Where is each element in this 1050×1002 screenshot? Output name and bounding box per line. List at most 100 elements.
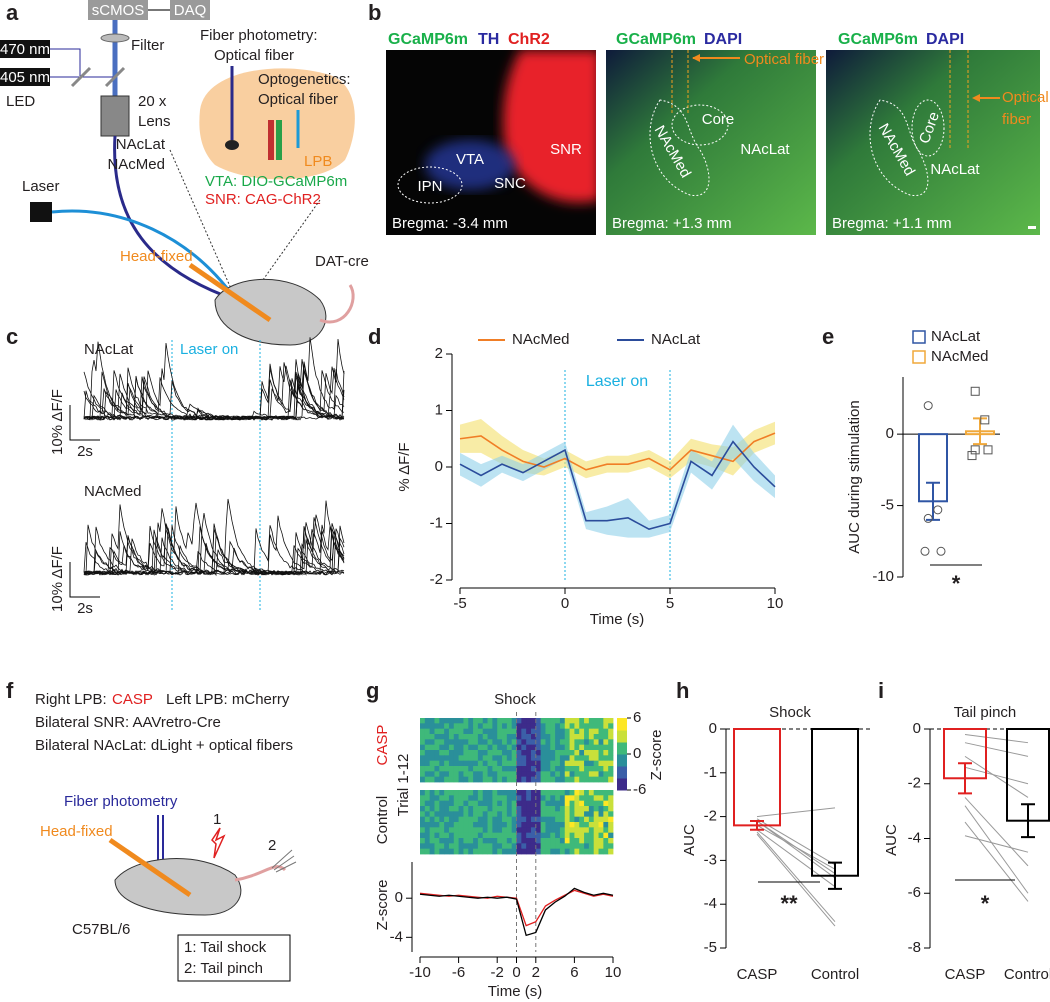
heatmap-cell [535, 811, 542, 818]
heatmap-cell [588, 739, 595, 746]
heatmap-cell [530, 800, 537, 807]
heatmap-cell [487, 800, 493, 807]
pinch-icon [271, 849, 297, 873]
heatmap-cell [482, 832, 488, 839]
label: Lens [138, 113, 171, 130]
heatmap-cell [492, 776, 498, 783]
heatmap-cell [569, 832, 575, 839]
paired-line [964, 835, 1029, 853]
heatmap-cell [540, 760, 546, 767]
heatmap-cell [550, 723, 556, 730]
heatmap-cell [444, 734, 450, 740]
heatmap-cell [482, 776, 488, 783]
heatmap-cell [473, 838, 479, 844]
heatmap-cell [564, 795, 570, 802]
heatmap-cell [526, 848, 532, 855]
heatmap-cell [473, 734, 479, 740]
heatmap-cell [453, 766, 459, 772]
heatmap-cell [550, 750, 556, 756]
heatmap-cell [555, 744, 561, 751]
daq-box [170, 0, 210, 20]
heatmap-cell [526, 771, 532, 778]
heatmap-cell [603, 750, 609, 756]
heatmap-cell [545, 771, 551, 778]
heatmap-cell [492, 771, 498, 778]
heatmap-cell [535, 776, 542, 783]
x-axis-label: Time (s) [488, 983, 542, 1000]
heatmap-cell [477, 723, 484, 730]
heatmap-cell [502, 728, 508, 735]
heatmap-cell [468, 760, 474, 767]
heatmap-cell [482, 790, 488, 796]
heatmap-cell [463, 760, 469, 767]
heatmap-cell [516, 760, 522, 767]
heatmap-cell [574, 744, 580, 751]
heatmap-cell [434, 832, 440, 839]
heatmap-cell [511, 811, 517, 818]
label: NAcMed [107, 156, 165, 173]
heatmap-cell [448, 771, 455, 778]
text: 1: Tail shock [184, 939, 267, 956]
heatmap-cell [579, 750, 585, 756]
heatmap-cell [550, 718, 556, 724]
shock-icon [211, 827, 226, 859]
heatmap-cell [444, 838, 450, 844]
heatmap-cell [420, 822, 426, 828]
heatmap-cell [511, 790, 517, 796]
heatmap-cell [559, 790, 566, 796]
heatmap-cell [521, 800, 527, 807]
heatmap-cell [424, 832, 431, 839]
heatmap-cell [564, 790, 570, 796]
heatmap-cell [506, 760, 513, 767]
heatmap-cell [559, 755, 566, 762]
heatmap-cell [458, 760, 464, 767]
heatmap-cell [448, 718, 455, 724]
panel-label: h [676, 678, 689, 703]
heatmap-cell [420, 755, 426, 762]
heatmap-cell [516, 806, 522, 812]
heatmap-cell [530, 806, 537, 812]
heatmap-cell [492, 728, 498, 735]
label: NAcLat [116, 136, 166, 153]
heatmap-cell [492, 734, 498, 740]
heatmap-cell [453, 744, 459, 751]
heatmap-cell [473, 848, 479, 855]
y-tick-label: -4 [390, 928, 403, 945]
heatmap-cell [502, 811, 508, 818]
chr2 [503, 50, 596, 203]
heatmap-cell [420, 771, 426, 778]
heatmap-cell [497, 718, 503, 724]
heatmap-cell [487, 766, 493, 772]
heatmap-cell [588, 838, 595, 844]
heatmap-cell [502, 827, 508, 834]
heatmap-cell [550, 790, 556, 796]
heatmap-cell [502, 739, 508, 746]
heatmap-cell [502, 806, 508, 812]
heatmap-cell [502, 816, 508, 823]
heatmap-cell [492, 843, 498, 850]
heatmap-cell [434, 811, 440, 818]
heatmap-cell [434, 744, 440, 751]
heatmap-cell [473, 832, 479, 839]
label: Optical fiber [214, 47, 294, 64]
heatmap-cell [559, 811, 566, 818]
heatmap-cell [434, 816, 440, 823]
heatmap-cell [608, 755, 614, 762]
heatmap-cell [516, 771, 522, 778]
heatmap-cell [579, 734, 585, 740]
heatmap-cell [477, 755, 484, 762]
heatmap-cell [453, 771, 459, 778]
heatmap-cell [448, 838, 455, 844]
heatmap-cell [487, 848, 493, 855]
heatmap-cell [535, 755, 542, 762]
heatmap-cell [564, 760, 570, 767]
heatmap-cell [588, 734, 595, 740]
heatmap-cell [555, 832, 561, 839]
fiber [113, 135, 237, 302]
heatmap-cell [521, 838, 527, 844]
heatmap-cell [559, 718, 566, 724]
bar [733, 728, 781, 827]
heatmap-cell [424, 776, 431, 783]
heatmap-cell [458, 776, 464, 783]
